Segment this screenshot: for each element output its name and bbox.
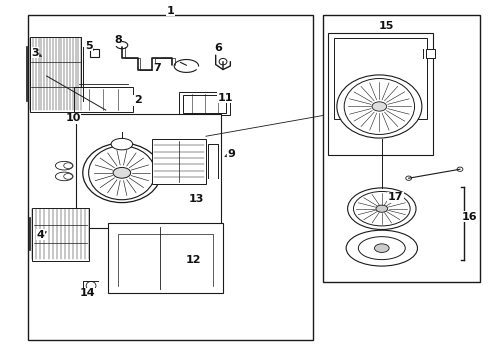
Bar (328, 33, 433, 155)
Ellipse shape (374, 244, 389, 252)
Bar (179, 92, 230, 116)
Text: 8: 8 (114, 35, 122, 45)
Text: 4: 4 (37, 230, 45, 239)
Text: 12: 12 (186, 255, 201, 265)
Ellipse shape (116, 41, 128, 49)
Bar (108, 223, 223, 293)
Bar (27, 15, 314, 339)
Ellipse shape (219, 58, 227, 65)
Ellipse shape (406, 176, 412, 180)
Ellipse shape (344, 78, 415, 134)
Ellipse shape (376, 205, 388, 212)
Text: 16: 16 (462, 212, 478, 221)
Ellipse shape (337, 75, 422, 138)
Text: 10: 10 (65, 113, 81, 123)
Text: 5: 5 (85, 41, 93, 50)
Ellipse shape (457, 167, 463, 171)
Text: 6: 6 (214, 43, 222, 53)
Bar (183, 95, 226, 113)
Ellipse shape (55, 172, 73, 181)
Bar (90, 49, 99, 57)
Bar (323, 15, 480, 282)
Ellipse shape (111, 138, 133, 150)
Ellipse shape (347, 188, 416, 229)
Ellipse shape (86, 282, 96, 290)
Text: 11: 11 (218, 93, 233, 103)
Text: 9: 9 (227, 149, 235, 159)
Ellipse shape (346, 230, 417, 266)
Bar (334, 39, 427, 119)
Text: 17: 17 (388, 192, 403, 202)
Bar (76, 114, 221, 228)
Bar (32, 208, 89, 261)
Bar (30, 37, 81, 112)
Ellipse shape (358, 237, 405, 260)
Ellipse shape (64, 163, 73, 168)
Text: 15: 15 (379, 21, 394, 31)
Ellipse shape (113, 167, 131, 178)
Ellipse shape (83, 143, 161, 203)
Text: 1: 1 (167, 6, 174, 16)
Text: 2: 2 (134, 95, 142, 105)
Text: 13: 13 (189, 194, 204, 204)
Ellipse shape (353, 192, 410, 226)
Bar (426, 49, 435, 58)
Ellipse shape (89, 146, 155, 200)
Text: 14: 14 (80, 288, 96, 298)
Ellipse shape (64, 174, 73, 179)
Bar (152, 139, 206, 184)
Ellipse shape (372, 102, 387, 111)
Ellipse shape (55, 161, 73, 170)
Bar (74, 87, 133, 112)
Text: 3: 3 (31, 48, 39, 58)
Text: 7: 7 (153, 63, 161, 73)
